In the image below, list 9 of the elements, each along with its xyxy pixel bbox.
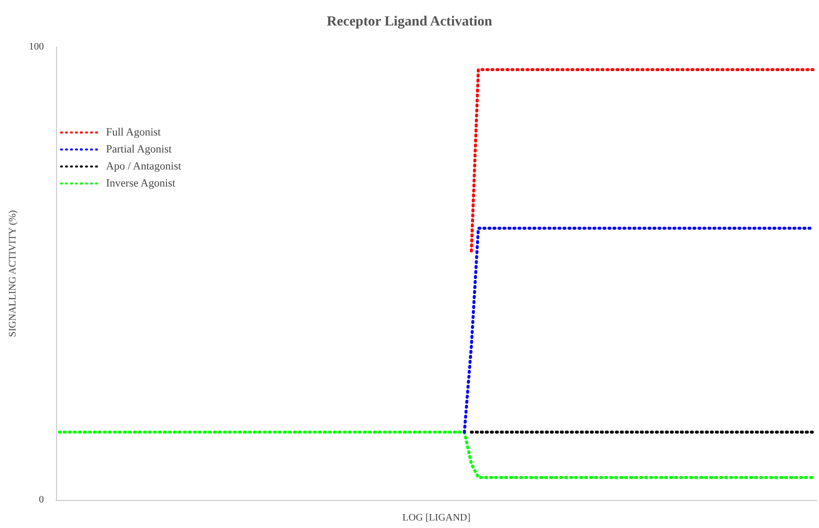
legend-label: Full Agonist xyxy=(106,126,161,138)
x-axis-title: LOG [LIGAND] xyxy=(402,512,470,524)
chart-title: Receptor Ligand Activation xyxy=(326,14,492,30)
legend-label: Partial Agonist xyxy=(106,144,172,156)
y-tick-label: 100 xyxy=(28,42,44,52)
legend-label: Inverse Agonist xyxy=(106,178,176,190)
y-axis-title: SIGNALLING ACTIVITY (%) xyxy=(8,210,18,337)
legend-label: Apo / Antagonist xyxy=(106,160,182,172)
y-tick-label: 0 xyxy=(38,494,44,506)
